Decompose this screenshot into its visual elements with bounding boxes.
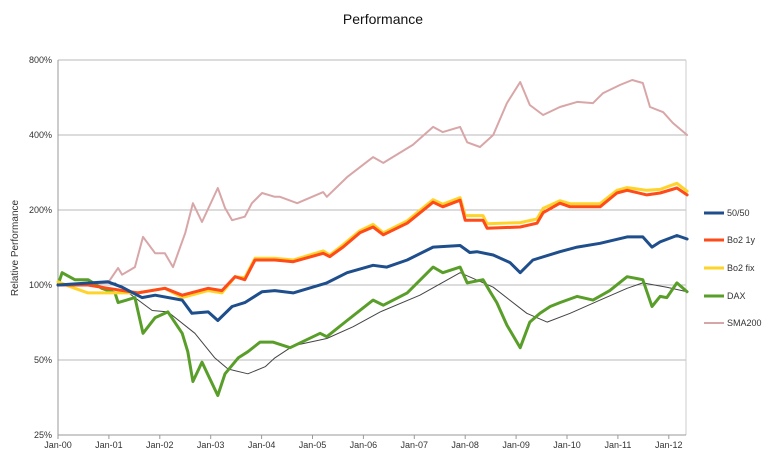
- y-tick-label: 400%: [29, 130, 52, 140]
- series-line-bo2-1y: [56, 186, 689, 297]
- legend-label: Bo2 1y: [727, 235, 756, 245]
- legend-label: SMA200: [727, 318, 762, 328]
- y-axis-label: Relative Performance: [10, 199, 21, 296]
- x-tick-label: Jan-10: [553, 440, 581, 450]
- x-tick-label: Jan-06: [350, 440, 378, 450]
- x-tick-label: Jan-04: [248, 440, 276, 450]
- y-tick-label: 800%: [29, 55, 52, 65]
- x-tick-label: Jan-09: [502, 440, 530, 450]
- legend-item: Bo2 1y: [704, 235, 756, 245]
- legend-item: 50/50: [704, 208, 750, 218]
- series-line-dax: [56, 265, 689, 397]
- x-tick-label: Jan-07: [401, 440, 429, 450]
- series-line-bo2-fix: [56, 181, 689, 300]
- x-tick-label: Jan-03: [197, 440, 225, 450]
- x-tick-label: Jan-08: [451, 440, 479, 450]
- x-tick-label: Jan-05: [299, 440, 327, 450]
- legend-label: DAX: [727, 291, 746, 301]
- series-line-moving-average: [114, 272, 688, 375]
- x-tick-label: Jan-01: [95, 440, 123, 450]
- legend-item: SMA200: [704, 318, 762, 328]
- series-lines: [56, 79, 689, 397]
- x-tick-label: Jan-12: [655, 440, 683, 450]
- y-tick-label: 100%: [29, 280, 52, 290]
- x-tick-label: Jan-00: [44, 440, 72, 450]
- chart-title: Performance: [343, 11, 423, 27]
- legend-item: Bo2 fix: [704, 263, 755, 273]
- x-tick-label: Jan-02: [146, 440, 174, 450]
- series-line-sma200: [57, 79, 689, 286]
- axes: 25% 50% 100% 200% 400% 800% Jan-00 Jan-01 Jan-02…: [29, 55, 687, 450]
- y-tick-label: 200%: [29, 205, 52, 215]
- gridlines: [58, 59, 686, 436]
- y-tick-label: 50%: [34, 355, 52, 365]
- x-tick-label: Jan-11: [604, 440, 631, 450]
- y-tick-label: 25%: [34, 430, 52, 440]
- legend-label: Bo2 fix: [727, 263, 755, 273]
- legend-label: 50/50: [727, 208, 750, 218]
- legend-item: DAX: [704, 291, 746, 301]
- series-line-50-50: [56, 234, 689, 322]
- legend: 50/50 Bo2 1y Bo2 fix DAX SMA200: [704, 208, 762, 328]
